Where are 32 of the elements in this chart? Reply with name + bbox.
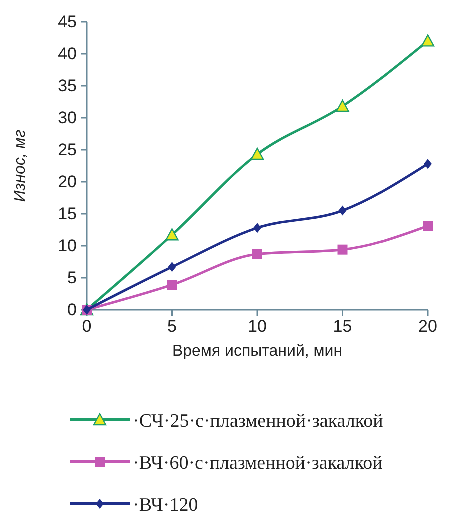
point (168, 262, 176, 272)
legend-label: ·ВЧ·120 (133, 495, 198, 516)
x-axis-title: Время испытаний, мин (172, 343, 343, 360)
y-tick-label: 35 (58, 76, 77, 96)
point (421, 34, 435, 47)
y-axis-title: Износ, мг (12, 130, 29, 202)
point (252, 249, 262, 260)
x-tick-label: 0 (82, 317, 92, 336)
x-tick-label: 5 (168, 317, 177, 336)
y-tick-label: 20 (58, 172, 77, 192)
point (424, 159, 432, 170)
y-tick-label: 25 (58, 140, 77, 160)
y-tick-label: 10 (58, 236, 77, 256)
point (254, 223, 262, 234)
y-tick-label: 30 (58, 108, 77, 128)
legend-label: ·ВЧ·60·с·плазменной·закалкой (133, 453, 383, 474)
x-tick-label: 10 (248, 317, 267, 336)
point (167, 280, 178, 290)
y-tick-label: 5 (68, 268, 77, 288)
y-tick-label: 40 (58, 44, 77, 64)
y-tick-label: 15 (58, 204, 77, 224)
x-tick-label: 15 (333, 317, 352, 336)
point (338, 206, 347, 216)
y-tick-label: 0 (68, 300, 77, 320)
point (250, 148, 264, 160)
legend-label: ·СЧ·25·с·плазменной·закалкой (133, 411, 384, 432)
point (423, 221, 433, 232)
point (336, 100, 350, 112)
x-tick-label: 20 (418, 317, 438, 336)
point (166, 228, 179, 241)
y-tick-label: 45 (58, 12, 77, 32)
point (338, 244, 348, 255)
